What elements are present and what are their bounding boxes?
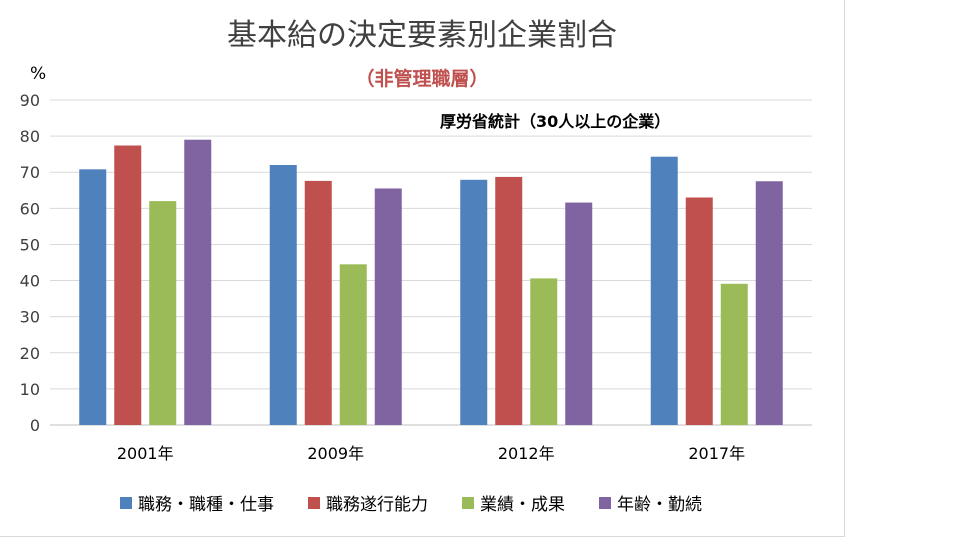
- bar: [720, 283, 748, 425]
- bar: [460, 179, 488, 425]
- bar: [149, 201, 177, 425]
- chart-frame: [0, 0, 845, 537]
- bar: [184, 139, 212, 425]
- legend-swatch: [120, 496, 132, 509]
- x-tick-label: 2017年: [688, 444, 745, 463]
- legend-label: 職務・職種・仕事: [138, 495, 274, 515]
- bar: [114, 145, 142, 425]
- bar: [530, 278, 558, 425]
- chart-title: 基本給の決定要素別企業割合: [227, 18, 617, 53]
- y-tick-label: 80: [20, 127, 40, 146]
- x-tick-label: 2001年: [117, 444, 174, 463]
- y-tick-label: 40: [20, 272, 40, 291]
- legend-label: 業績・成果: [480, 495, 565, 515]
- legend-swatch: [308, 496, 320, 509]
- y-tick-label: 60: [20, 199, 40, 218]
- legend-swatch: [599, 496, 611, 509]
- bar: [339, 264, 367, 425]
- x-tick-label: 2012年: [498, 444, 555, 463]
- chart-legend: 職務・職種・仕事 職務遂行能力 業績・成果 年齢・勤続: [120, 490, 702, 515]
- bar: [374, 188, 402, 425]
- y-tick-label: 50: [20, 235, 40, 254]
- bar: [269, 165, 297, 425]
- bar: [650, 156, 678, 425]
- y-axis-unit: %: [30, 64, 47, 84]
- legend-item: 年齢・勤続: [599, 490, 702, 515]
- y-tick-label: 90: [20, 91, 40, 110]
- legend-item: 職務・職種・仕事: [120, 490, 274, 515]
- bar: [565, 202, 593, 425]
- legend-item: 職務遂行能力: [308, 490, 428, 515]
- legend-swatch: [462, 496, 474, 509]
- chart-subtitle: （非管理職層）: [355, 68, 489, 90]
- x-tick-label: 2009年: [307, 444, 364, 463]
- legend-label: 年齢・勤続: [617, 495, 702, 515]
- y-tick-label: 30: [20, 308, 40, 327]
- legend-item: 業績・成果: [462, 490, 565, 515]
- y-tick-label: 10: [20, 380, 40, 399]
- bar: [685, 197, 713, 425]
- bar: [79, 169, 107, 425]
- y-tick-label: 0: [30, 416, 40, 435]
- bar: [304, 180, 332, 425]
- bar: [495, 176, 523, 425]
- source-note: 厚労省統計（30人以上の企業）: [440, 112, 671, 131]
- y-tick-label: 70: [20, 163, 40, 182]
- legend-label: 職務遂行能力: [326, 495, 428, 515]
- bar: [755, 181, 783, 425]
- y-tick-label: 20: [20, 344, 40, 363]
